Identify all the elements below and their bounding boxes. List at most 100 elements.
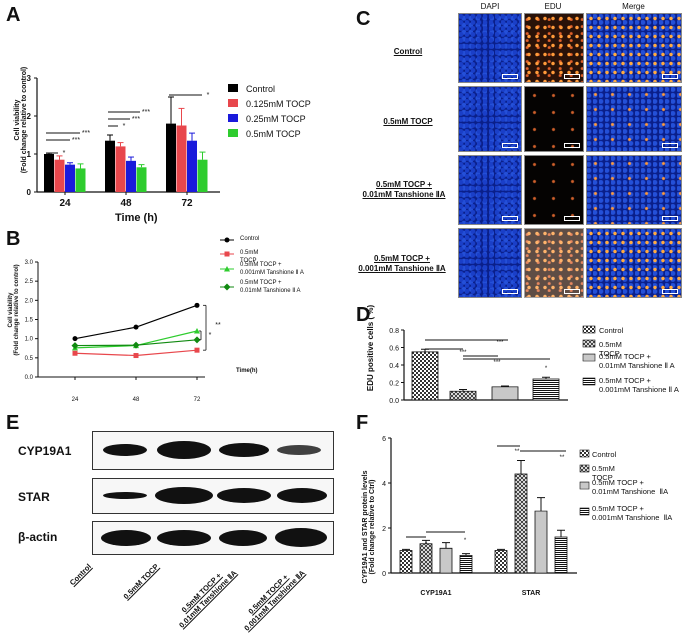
panel-f-bar bbox=[534, 510, 548, 574]
panel-a-sig-mark: *** bbox=[142, 109, 150, 116]
legend-label: 0.125mM TOCP bbox=[246, 99, 311, 109]
panel-a-bar bbox=[54, 159, 65, 192]
panel-b-point bbox=[133, 324, 139, 330]
panel-d-legend-swatch bbox=[582, 339, 596, 348]
panel-letter-d: D bbox=[356, 304, 371, 326]
legend-label: 0.5mM TOCP + 0.001mM Tanshione ⅡA bbox=[592, 504, 673, 522]
panel-d-ytick-label: 0.0 bbox=[389, 398, 399, 405]
panel-d-sig-mark: *** bbox=[459, 350, 467, 356]
legend-label: 0.5mM TOCP bbox=[592, 464, 615, 482]
legend-label: 0.5mM TOCP + 0.01mM Tanshione Ⅱ A bbox=[599, 352, 675, 370]
panel-f-bar bbox=[419, 543, 433, 574]
panel-b-sig-mark: * bbox=[209, 332, 212, 339]
panel-a-bar bbox=[65, 164, 75, 192]
panel-f-ylabel-1: CYP19A1 and STAR protein levels bbox=[362, 470, 369, 584]
panel-f-bar bbox=[439, 547, 453, 574]
panel-a-legend: Control 0.125mM TOCP 0.25mM TOCP 0.5mM T… bbox=[228, 82, 311, 142]
panel-f-ytick-label: 2 bbox=[382, 526, 386, 533]
legend-label: Control bbox=[599, 326, 624, 335]
panel-d-sig-mark: *** bbox=[493, 360, 501, 366]
wb-band bbox=[275, 528, 327, 547]
panel-f-ylabel: CYP19A1 and STAR protein levels (Fold ch… bbox=[362, 442, 376, 612]
scale-bar bbox=[662, 74, 678, 79]
panel-b-ytick-label: 3.0 bbox=[25, 260, 34, 266]
wb-label-beta-actin: β-actin bbox=[18, 530, 58, 544]
panel-b-sig-mark: ** bbox=[215, 322, 221, 329]
panel-d-sig-mark: * bbox=[545, 366, 548, 372]
wb-blot-beta-actin bbox=[92, 521, 334, 555]
panel-f-bar bbox=[399, 550, 413, 574]
panel-b-point bbox=[72, 350, 78, 356]
scale-bar bbox=[662, 289, 678, 294]
panel-b-point bbox=[72, 336, 78, 342]
panel-d-legend-swatch bbox=[582, 377, 596, 386]
panel-d-legend-swatch bbox=[582, 325, 596, 334]
panel-d-ytick-label: 0.6 bbox=[389, 346, 399, 353]
legend-swatch bbox=[228, 129, 238, 137]
scale-bar bbox=[502, 216, 518, 221]
micrograph-tocp-dapi bbox=[458, 86, 522, 152]
wb-label-star: STAR bbox=[18, 490, 50, 504]
panel-f-sig-mark: ** bbox=[560, 455, 565, 461]
wb-band bbox=[157, 530, 211, 546]
panel-f-legend-swatch bbox=[579, 507, 590, 516]
panel-d-sig-mark: *** bbox=[496, 340, 504, 346]
panel-a-xtick-label: 24 bbox=[59, 198, 71, 209]
panel-a-bar bbox=[44, 154, 54, 192]
micrograph-tocp-merge bbox=[586, 86, 682, 152]
panel-b-ytick-label: 2.5 bbox=[25, 279, 34, 285]
panel-b-legend-marker bbox=[224, 251, 230, 257]
panel-b-ylabel: Cell viability (Fold change relative to … bbox=[8, 245, 20, 375]
panel-b-point bbox=[71, 342, 79, 350]
panel-a-bar bbox=[126, 160, 136, 192]
panel-b-point bbox=[194, 328, 200, 334]
panel-b-xtick-label: 72 bbox=[194, 397, 201, 403]
panel-b-point bbox=[193, 336, 201, 344]
micrograph-control-dapi bbox=[458, 13, 522, 83]
legend-label: 0.5mM TOCP bbox=[240, 250, 259, 264]
panel-b-ytick-label: 0.0 bbox=[25, 375, 34, 381]
legend-item: 0.125mM TOCP bbox=[228, 97, 311, 112]
panel-b-point bbox=[194, 302, 200, 308]
legend-label: 0.5mM TOCP + 0.001mM Tanshione Ⅱ A bbox=[599, 376, 679, 394]
panel-a-bar bbox=[197, 159, 208, 192]
panel-b-xlabel: Time(h) bbox=[236, 368, 258, 374]
legend-label: 0.5mM TOCP bbox=[599, 340, 622, 358]
wb-band bbox=[219, 443, 269, 457]
micrograph-tocp-0001-merge bbox=[586, 228, 682, 298]
panel-a-xtick-label: 48 bbox=[120, 198, 132, 209]
panel-a-sig-mark: * bbox=[123, 123, 126, 130]
scale-bar bbox=[502, 74, 518, 79]
legend-label: 0.5mM TOCP + 0.001mM Tanshione Ⅱ A bbox=[240, 262, 304, 276]
col-head-dapi: DAPI bbox=[480, 2, 500, 11]
panel-d-ytick-label: 0.8 bbox=[389, 328, 399, 335]
wb-band bbox=[155, 487, 213, 504]
panel-f-xtick-label: CYP19A1 bbox=[420, 590, 451, 597]
scale-bar bbox=[502, 143, 518, 148]
wb-blot-star bbox=[92, 478, 334, 514]
panel-a-sig-mark: *** bbox=[132, 116, 140, 123]
micrograph-tocp-0001-dapi bbox=[458, 228, 522, 298]
col-head-merge: Merge bbox=[622, 2, 645, 11]
panel-a-ylabel-1: Cell viability bbox=[14, 99, 21, 141]
wb-band bbox=[277, 445, 321, 455]
micrograph-tocp-001-edu bbox=[524, 155, 584, 225]
scale-bar bbox=[564, 289, 580, 294]
panel-d-ytick-label: 0.2 bbox=[389, 381, 399, 388]
legend-label: 0.5mM TOCP + 0.01mM Tanshione ⅡA bbox=[592, 478, 669, 496]
panel-d-legend-swatch bbox=[582, 353, 596, 362]
scale-bar bbox=[564, 74, 580, 79]
panel-a-bar bbox=[176, 125, 187, 192]
legend-swatch bbox=[228, 84, 238, 92]
panel-a-bar bbox=[75, 168, 86, 192]
panel-a-bar bbox=[136, 167, 147, 192]
panel-a-sig-mark: *** bbox=[82, 130, 90, 137]
legend-label: 0.5mM TOCP bbox=[246, 129, 301, 139]
micrograph-tocp-001-dapi bbox=[458, 155, 522, 225]
row-label-tocp: 0.5mM TOCP bbox=[383, 117, 433, 126]
panel-letter-f: F bbox=[356, 412, 369, 434]
panel-f-legend-swatch bbox=[579, 449, 590, 458]
col-head-edu: EDU bbox=[544, 2, 562, 11]
legend-label: 0.25mM TOCP bbox=[246, 114, 306, 124]
panel-f-ylabel-2: (Fold change relative to Ctrl) bbox=[369, 479, 376, 575]
